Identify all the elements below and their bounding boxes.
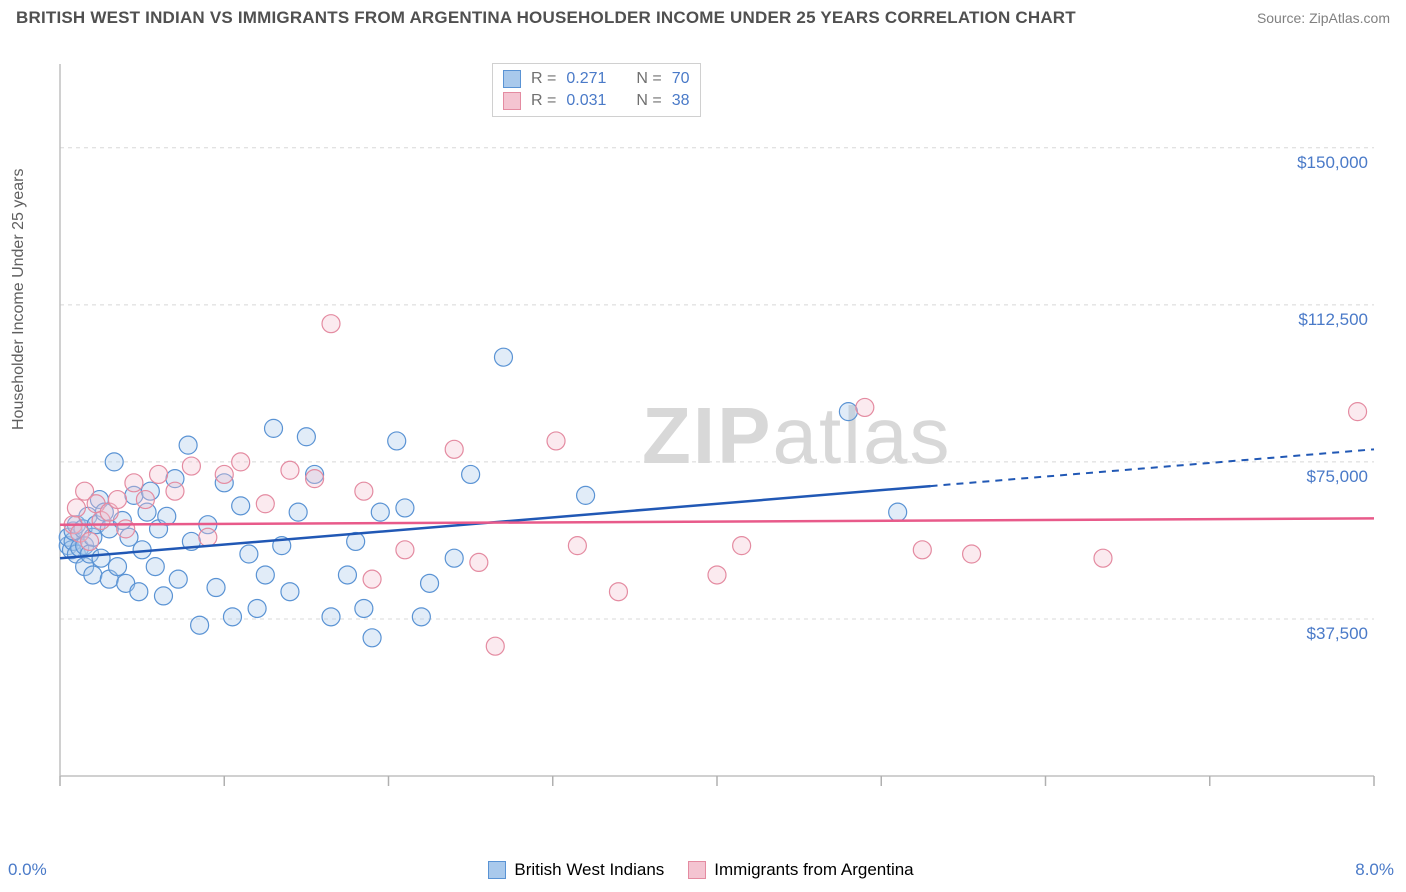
swatch-b-icon (688, 861, 706, 879)
svg-text:$112,500: $112,500 (1298, 310, 1368, 329)
svg-text:$150,000: $150,000 (1297, 153, 1368, 172)
x-axis-max-label: 8.0% (1355, 860, 1394, 880)
legend-bottom: 0.0% British West Indians Immigrants fro… (0, 860, 1406, 880)
legend-correlation: R = 0.271 N = 70 R = 0.031 N = 38 (492, 63, 701, 117)
svg-text:$75,000: $75,000 (1307, 467, 1368, 486)
legend-row-b: R = 0.031 N = 38 (503, 90, 690, 112)
legend-item-a: British West Indians (488, 860, 664, 880)
chart-title: BRITISH WEST INDIAN VS IMMIGRANTS FROM A… (16, 8, 1076, 28)
legend-row-a: R = 0.271 N = 70 (503, 68, 690, 90)
scatter-plot: $37,500 $75,000 $112,500 $150,000 (52, 60, 1382, 800)
chart-area: ZIPatlas $37,500$75,000$112,500$150,000 … (52, 60, 1382, 800)
swatch-a (503, 70, 521, 88)
svg-text:$37,500: $37,500 (1307, 624, 1368, 643)
legend-item-b: Immigrants from Argentina (688, 860, 913, 880)
swatch-a-icon (488, 861, 506, 879)
swatch-b (503, 92, 521, 110)
y-axis-label: Householder Income Under 25 years (10, 169, 28, 430)
x-axis-min-label: 0.0% (8, 860, 47, 880)
source-label: Source: ZipAtlas.com (1257, 10, 1390, 26)
